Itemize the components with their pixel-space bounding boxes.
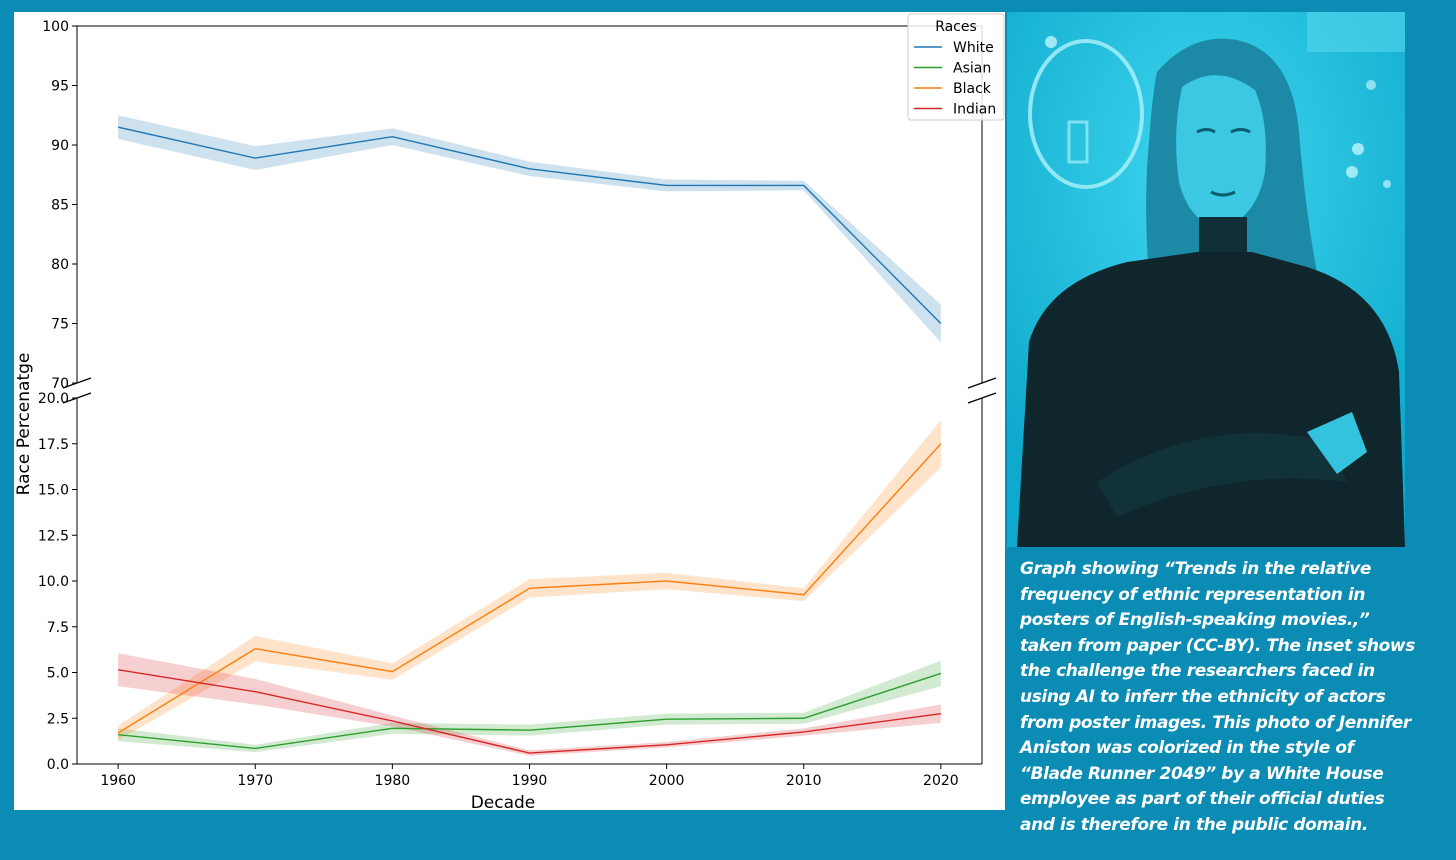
y-tick-label: 85 — [51, 198, 69, 214]
y-tick-label: 17.5 — [38, 437, 69, 453]
legend-label-white: White — [953, 40, 994, 56]
y-tick-label: 10.0 — [38, 574, 69, 590]
y-tick-label: 12.5 — [38, 528, 69, 544]
x-tick-label: 1960 — [100, 773, 136, 789]
confidence-band-white — [118, 115, 941, 343]
y-tick-label: 100 — [42, 19, 69, 35]
y-tick-label: 2.5 — [47, 711, 69, 727]
y-tick-label: 5.0 — [47, 666, 69, 682]
legend-label-black: Black — [953, 81, 992, 97]
y-tick-label: 95 — [51, 79, 69, 95]
chart-panel: 70 75 80 85 90 95 100 0.0 2.5 5.0 7.5 10.0 12.5 15.0 1… — [14, 12, 1005, 810]
inset-photo — [1007, 12, 1405, 547]
legend-label-indian: Indian — [953, 102, 996, 118]
axis-break-mark — [967, 392, 997, 404]
y-tick-label: 20.0 — [38, 391, 69, 407]
x-tick-label: 2020 — [923, 773, 959, 789]
y-tick-label: 0.0 — [47, 757, 69, 773]
legend-label-asian: Asian — [953, 61, 991, 77]
confidence-band-indian — [118, 653, 941, 756]
x-tick-label: 2000 — [649, 773, 685, 789]
y-tick-label: 7.5 — [47, 620, 69, 636]
y-tick-label: 90 — [51, 138, 69, 154]
x-tick-label: 1980 — [375, 773, 411, 789]
legend-title: Races — [935, 19, 977, 35]
legend-box — [907, 13, 1005, 121]
y-axis-label: Race Percenatge — [14, 353, 34, 496]
x-tick-label: 2010 — [786, 773, 822, 789]
caption-text: Graph showing “Trends in the relative fr… — [1020, 559, 1415, 835]
y-tick-label: 15.0 — [38, 483, 69, 499]
y-tick-label: 70 — [51, 376, 69, 392]
confidence-band-asian — [118, 660, 941, 753]
axis-break-mark — [967, 377, 997, 389]
line-chart: 70 75 80 85 90 95 100 0.0 2.5 5.0 7.5 10.0 12.5 15.0 1… — [14, 13, 1005, 810]
x-tick-label: 1970 — [237, 773, 273, 789]
portrait-photo — [1007, 12, 1405, 547]
x-axis-label: Decade — [471, 793, 536, 810]
y-tick-label: 80 — [51, 257, 69, 273]
x-tick-label: 1990 — [512, 773, 548, 789]
y-tick-label: 75 — [51, 317, 69, 333]
